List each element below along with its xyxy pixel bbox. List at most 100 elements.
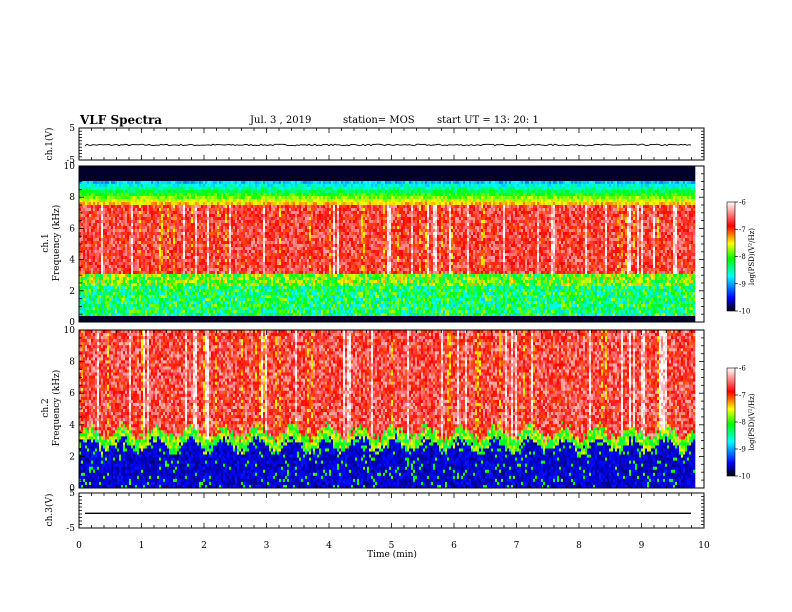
spectrogram-cell [249,283,251,286]
spectrogram-cell [149,265,151,268]
spectrogram-cell [125,271,127,274]
spectrogram-cell [91,223,93,226]
spectrogram-cell [217,307,219,310]
spectrogram-cell [161,214,163,217]
spectrogram-column [193,166,195,322]
spectrogram-cell [129,247,131,250]
spectrogram-cell [255,223,257,226]
spectrogram-cell [135,301,137,304]
spectrogram-cell [135,259,137,262]
spectrogram-cell [179,289,181,292]
spectrogram-cell [117,184,119,187]
spectrogram-cell [229,232,231,235]
spectrogram-cell [197,172,199,175]
spectrogram-cell [81,238,83,241]
spectrogram-cell [113,190,115,193]
spectrogram-cell [211,229,213,232]
spectrogram-cell [133,229,135,232]
spectrogram-cell [133,265,135,268]
spectrogram-cell [241,193,243,196]
spectrogram-cell [127,208,129,211]
spectrogram-cell [147,190,149,193]
spectrogram-cell [129,310,131,313]
spectrogram-cell [205,196,207,199]
spectrogram-cell [145,229,147,232]
spectrogram-cell [257,214,259,217]
spectrogram-cell [185,235,187,238]
spectrogram-cell [201,211,203,214]
spectrogram-cell [145,295,147,298]
spectrogram-cell [183,238,185,241]
spectrogram-cell [173,211,175,214]
spectrogram-cell [123,232,125,235]
spectrogram-cell [203,274,205,277]
spectrogram-cell [173,298,175,301]
spectrogram-cell [245,250,247,253]
spectrogram-cell [219,289,221,292]
spectrogram-cell [257,226,259,229]
spectrogram-cell [211,235,213,238]
spectrogram-cell [257,244,259,247]
spectrogram-cell [235,259,237,262]
spectrogram-cell [91,253,93,256]
spectrogram-cell [197,289,199,292]
spectrogram-cell [83,292,85,295]
spectrogram-cell [245,307,247,310]
spectrogram-cell [257,313,259,316]
spectrogram-cell [141,277,143,280]
spectrogram-cell [95,181,97,184]
spectrogram-cell [225,283,227,286]
spectrogram-cell [117,253,119,256]
spectrogram-cell [219,310,221,313]
spectrogram-cell [201,304,203,307]
spectrogram-cell [135,187,137,190]
spectrogram-cell [115,169,117,172]
spectrogram-cell [111,295,113,298]
spectrogram-cell [145,169,147,172]
spectrogram-cell [167,193,169,196]
spectrogram-cell [141,256,143,259]
spectrogram-cell [257,223,259,226]
spectrogram-cell [193,190,195,193]
spectrogram-cell [137,244,139,247]
spectrogram-cell [225,286,227,289]
spectrogram-cell [105,298,107,301]
spectrogram-cell [231,193,233,196]
spectrogram-cell [99,307,101,310]
spectrogram-cell [161,268,163,271]
spectrogram-cell [119,253,121,256]
spectrogram-cell [141,220,143,223]
spectrogram-cell [105,208,107,211]
spectrogram-cell [203,205,205,208]
spectrogram-column [219,166,221,322]
spectrogram-cell [175,181,177,184]
spectrogram-cell [189,268,191,271]
spectrogram-cell [187,169,189,172]
spectrogram-column [189,166,191,322]
spectrogram-cell [257,205,259,208]
spectrogram-cell [149,262,151,265]
spectrogram-cell [107,265,109,268]
spectrogram-cell [181,184,183,187]
spectrogram-cell [217,310,219,313]
spectrogram-cell [255,169,257,172]
spectrogram-cell [103,187,105,190]
spectrogram-cell [165,313,167,316]
spectrogram-cell [187,229,189,232]
spectrogram-cell [115,238,117,241]
spectrogram-cell [207,271,209,274]
spectrogram-cell [189,181,191,184]
spectrogram-cell [87,193,89,196]
spectrogram-cell [91,274,93,277]
spectrogram-cell [191,256,193,259]
spectrogram-cell [145,307,147,310]
spectrogram-cell [167,172,169,175]
spectrogram-cell [203,298,205,301]
spectrogram-cell [83,193,85,196]
spectrogram-cell [247,292,249,295]
spectrogram-cell [179,241,181,244]
spectrogram-cell [219,313,221,316]
spectrogram-cell [153,259,155,262]
spectrogram-cell [87,307,89,310]
spectrogram-cell [215,232,217,235]
